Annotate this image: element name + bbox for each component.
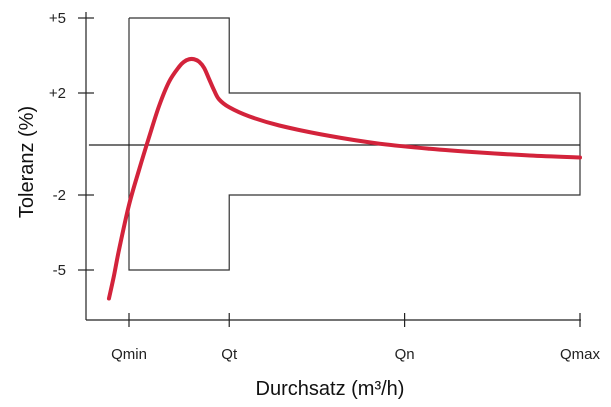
series-layer [106, 56, 582, 301]
x-tick-label: Qmin [111, 346, 147, 363]
y-tick-label: +2 [49, 85, 66, 102]
axes [85, 12, 581, 321]
x-tick-label: Qmax [560, 346, 601, 363]
y-ticks: +5 +2 -2 -5 [49, 10, 94, 279]
x-tick-label: Qn [395, 346, 415, 363]
y-axis-title: Toleranz (%) [16, 106, 38, 218]
x-ticks: Qmin Qt Qn Qmax [111, 313, 600, 363]
y-tick-label: +5 [49, 10, 66, 27]
y-tick-label: -2 [53, 187, 66, 204]
x-tick-label: Qt [221, 346, 238, 363]
series-line [106, 56, 582, 301]
y-tick-label: -5 [53, 262, 66, 279]
x-axis-title: Durchsatz (m³/h) [256, 378, 405, 400]
tolerance-envelope [128, 17, 581, 271]
